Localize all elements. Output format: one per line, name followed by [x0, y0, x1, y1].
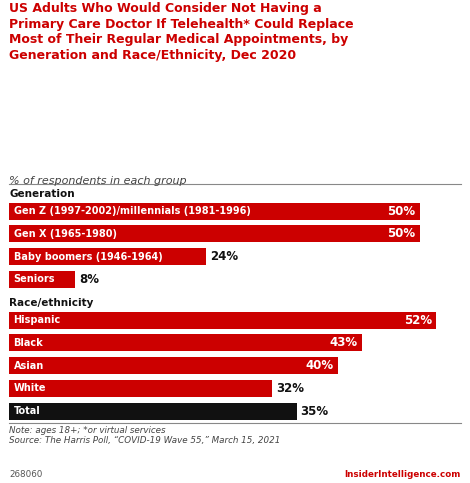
- Text: Total: Total: [14, 406, 40, 416]
- Text: Hispanic: Hispanic: [14, 315, 61, 325]
- Text: Note: ages 18+; *or virtual services
Source: The Harris Poll, “COVID-19 Wave 55,: Note: ages 18+; *or virtual services Sou…: [9, 426, 281, 445]
- Text: % of respondents in each group: % of respondents in each group: [9, 176, 187, 186]
- Bar: [9, 271, 75, 288]
- Text: Gen X (1965-1980): Gen X (1965-1980): [14, 229, 117, 239]
- Text: Race/ethnicity: Race/ethnicity: [9, 298, 94, 308]
- Text: 268060: 268060: [9, 470, 43, 479]
- Text: Black: Black: [14, 338, 43, 348]
- Text: 52%: 52%: [404, 313, 432, 327]
- Bar: [9, 248, 206, 265]
- Text: Gen Z (1997-2002)/millennials (1981-1996): Gen Z (1997-2002)/millennials (1981-1996…: [14, 206, 251, 216]
- Bar: [9, 357, 337, 374]
- Text: 40%: 40%: [306, 359, 333, 372]
- Text: Asian: Asian: [14, 361, 44, 370]
- Text: 8%: 8%: [79, 273, 99, 286]
- Text: InsiderIntelligence.com: InsiderIntelligence.com: [344, 470, 461, 479]
- Text: Generation: Generation: [9, 188, 75, 199]
- Bar: [9, 334, 362, 352]
- Bar: [9, 312, 436, 329]
- Bar: [9, 225, 420, 242]
- Text: 50%: 50%: [387, 227, 415, 241]
- Bar: [9, 403, 297, 420]
- Text: Baby boomers (1946-1964): Baby boomers (1946-1964): [14, 252, 162, 262]
- Text: 35%: 35%: [301, 405, 329, 418]
- Bar: [9, 202, 420, 220]
- Text: 32%: 32%: [276, 382, 304, 395]
- Text: 43%: 43%: [330, 337, 358, 349]
- Text: 24%: 24%: [211, 250, 238, 263]
- Text: White: White: [14, 384, 46, 393]
- Text: 50%: 50%: [387, 205, 415, 218]
- Text: US Adults Who Would Consider Not Having a
Primary Care Doctor If Telehealth* Cou: US Adults Who Would Consider Not Having …: [9, 2, 354, 62]
- Text: Seniors: Seniors: [14, 274, 55, 284]
- Bar: [9, 380, 272, 397]
